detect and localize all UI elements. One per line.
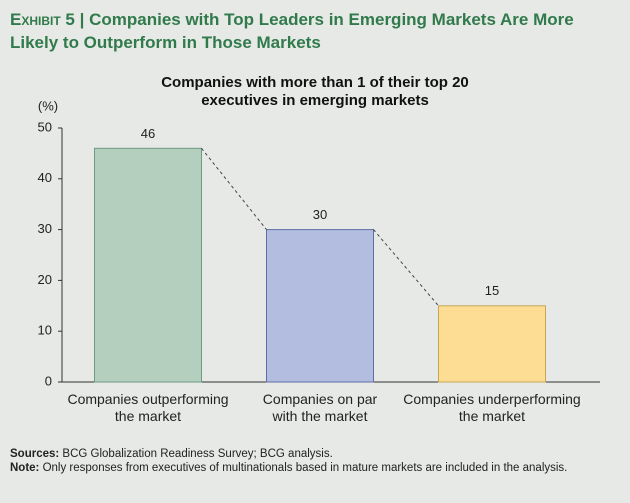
sources: Sources: BCG Globalization Readiness Sur… (10, 447, 610, 461)
bar (266, 229, 374, 383)
x-tick-label: Companies outperforming the market (67, 391, 229, 424)
bar (94, 147, 202, 383)
note: Note: Only responses from executives of … (10, 461, 610, 475)
sources-label: Sources: (10, 448, 60, 460)
connector (201, 148, 267, 230)
header: Exhibit 5 | Companies with Top Leaders i… (10, 8, 622, 54)
value-label: 15 (485, 283, 499, 298)
connector (373, 229, 439, 307)
note-text: Only responses from executives of multin… (42, 462, 568, 474)
y-tick-label: 20 (38, 272, 52, 287)
y-tick-label: 50 (38, 119, 52, 134)
x-tick-label: Companies underperforming the market (403, 391, 581, 424)
bar (438, 305, 546, 383)
chart-title: Companies with more than 1 of their top … (161, 74, 469, 109)
y-unit: (%) (38, 98, 58, 113)
value-label: 30 (313, 207, 327, 222)
exhibit-label: Exhibit 5 (10, 10, 75, 29)
note-label: Note: (10, 462, 40, 474)
title: Companies with Top Leaders in Emerging M… (10, 10, 574, 52)
footer: Sources: BCG Globalization Readiness Sur… (10, 447, 610, 475)
x-tick-label: Companies on par with the market (262, 391, 378, 424)
separator: | (79, 10, 85, 29)
y-tick-label: 30 (38, 221, 52, 236)
y-tick-label: 40 (38, 170, 52, 185)
y-tick-label: 0 (45, 373, 52, 388)
y-tick-label: 10 (38, 323, 52, 338)
sources-text: BCG Globalization Readiness Survey; BCG … (62, 448, 333, 460)
value-label: 46 (141, 126, 155, 141)
